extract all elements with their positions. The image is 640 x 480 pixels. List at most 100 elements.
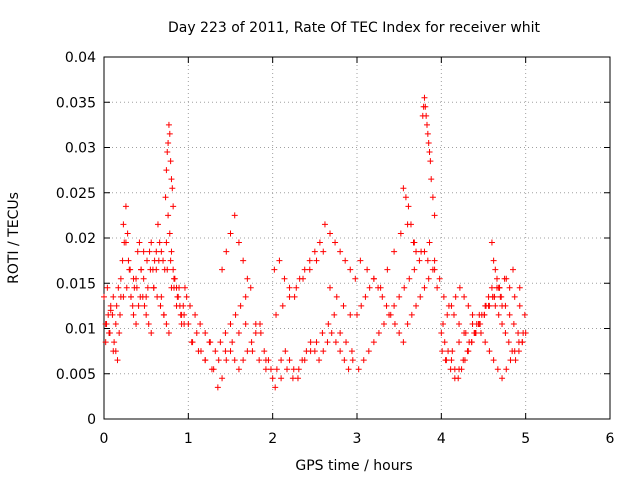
data-point: [445, 302, 452, 309]
data-point: [469, 320, 476, 327]
data-point: [349, 357, 356, 364]
data-point: [113, 302, 120, 309]
data-point: [354, 311, 360, 318]
data-point: [423, 112, 430, 119]
data-point: [307, 348, 314, 355]
data-point: [321, 221, 328, 228]
data-point: [411, 266, 418, 273]
y-tick-label: 0.005: [56, 367, 96, 383]
data-point: [379, 293, 386, 300]
data-point: [365, 348, 372, 355]
data-point: [261, 348, 268, 355]
data-point: [217, 339, 224, 346]
data-point: [421, 94, 428, 101]
data-point: [503, 366, 510, 373]
data-point: [397, 230, 404, 237]
data-point: [207, 339, 214, 346]
data-point: [441, 339, 448, 346]
data-point: [386, 311, 393, 318]
data-point: [400, 185, 407, 192]
y-tick-label: 0.04: [65, 50, 96, 66]
data-point: [289, 375, 296, 382]
data-point: [375, 330, 382, 337]
axis-ticks: 0 0.005 0.01 0.015 0.02 0.025 0.03 0.035 0.04 0 1 2…: [56, 50, 615, 447]
data-point: [340, 302, 347, 309]
data-point: [417, 293, 424, 300]
data-point: [449, 348, 456, 355]
data-point: [282, 348, 289, 355]
data-point: [143, 311, 150, 318]
data-point: [193, 330, 200, 337]
x-tick-label: 5: [521, 431, 530, 447]
data-point: [499, 375, 506, 382]
data-point: [114, 357, 121, 364]
data-point: [444, 311, 451, 318]
data-point: [360, 357, 367, 364]
data-point: [273, 366, 280, 373]
data-point: [214, 384, 221, 391]
data-point: [495, 311, 502, 318]
data-point: [273, 311, 280, 318]
data-point: [439, 348, 446, 355]
data-point: [332, 239, 339, 246]
data-point: [364, 266, 371, 273]
data-point: [163, 239, 170, 246]
data-point: [110, 348, 117, 355]
y-tick-label: 0.01: [65, 322, 96, 338]
data-point: [327, 284, 334, 291]
data-point: [425, 275, 432, 282]
data-point: [341, 357, 348, 364]
data-points: [101, 94, 529, 391]
data-point: [227, 348, 234, 355]
data-point: [452, 293, 459, 300]
data-point: [185, 320, 192, 327]
data-point: [337, 248, 344, 255]
data-point: [499, 302, 506, 309]
data-point: [422, 103, 429, 110]
data-point: [120, 221, 127, 228]
data-point: [249, 348, 256, 355]
data-point: [281, 275, 288, 282]
data-point: [110, 293, 117, 300]
data-point: [223, 248, 230, 255]
data-point: [476, 311, 483, 318]
data-point: [102, 339, 109, 346]
data-point: [404, 320, 411, 327]
data-point: [148, 239, 155, 246]
data-point: [451, 375, 458, 382]
data-point: [177, 311, 184, 318]
data-point: [447, 366, 454, 373]
data-point: [284, 366, 291, 373]
data-point: [440, 293, 447, 300]
data-point: [448, 357, 455, 364]
data-point: [119, 257, 126, 264]
data-point: [476, 320, 483, 327]
data-point: [396, 293, 403, 300]
data-point: [456, 366, 463, 373]
data-point: [242, 293, 249, 300]
x-tick-label: 6: [606, 431, 615, 447]
data-point: [506, 284, 513, 291]
data-point: [291, 293, 298, 300]
data-point: [325, 320, 332, 327]
data-point: [462, 330, 469, 337]
data-point: [493, 275, 500, 282]
data-point: [229, 339, 236, 346]
data-point: [170, 203, 177, 210]
data-point: [396, 330, 403, 337]
data-point: [380, 320, 387, 327]
data-point: [494, 366, 501, 373]
data-point: [222, 348, 229, 355]
data-point: [357, 257, 364, 264]
data-point: [347, 311, 354, 318]
data-point: [170, 284, 177, 291]
data-point: [307, 339, 314, 346]
data-point: [499, 320, 506, 327]
data-point: [521, 311, 528, 318]
data-point: [510, 320, 517, 327]
data-point: [366, 284, 373, 291]
data-point: [337, 348, 344, 355]
data-point: [176, 284, 183, 291]
data-point: [519, 339, 526, 346]
